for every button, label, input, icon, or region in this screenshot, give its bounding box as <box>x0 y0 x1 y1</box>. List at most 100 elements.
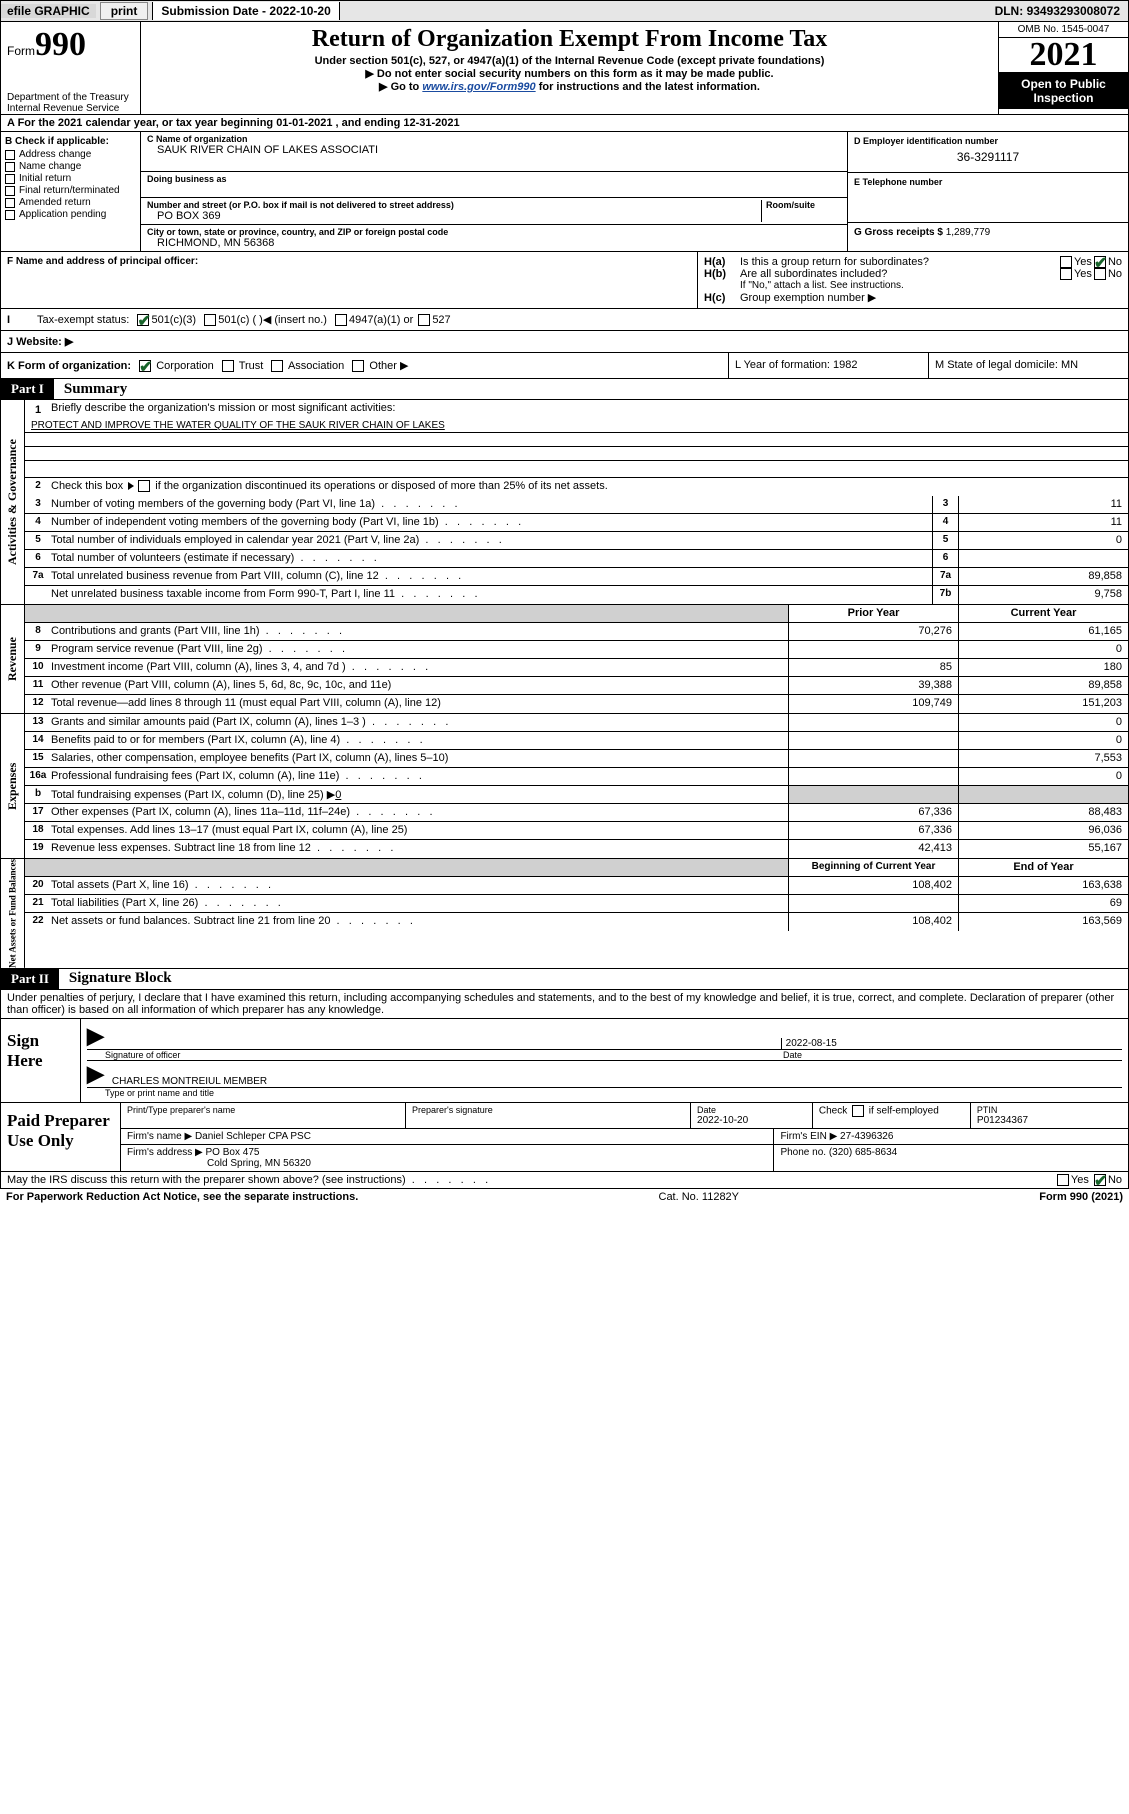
hb-yes[interactable] <box>1060 268 1072 280</box>
prep-date: 2022-10-20 <box>697 1115 806 1126</box>
room-label: Room/suite <box>766 200 841 210</box>
chk-address-change[interactable]: Address change <box>5 149 136 160</box>
may-irs-yes[interactable] <box>1057 1174 1069 1186</box>
section-revenue: Revenue Prior Year Current Year 8Contrib… <box>0 605 1129 714</box>
line-15: Salaries, other compensation, employee b… <box>51 750 788 767</box>
side-tab-net-assets: Net Assets or Fund Balances <box>1 859 25 968</box>
ha-yes[interactable] <box>1060 256 1072 268</box>
side-tab-governance: Activities & Governance <box>1 400 25 604</box>
col-d-ein-phone: D Employer identification number 36-3291… <box>848 132 1128 251</box>
ha-no[interactable] <box>1094 256 1106 268</box>
c22: 163,569 <box>958 913 1128 931</box>
p14 <box>788 732 958 749</box>
p12: 109,749 <box>788 695 958 713</box>
side-tab-revenue: Revenue <box>1 605 25 713</box>
chk-4947[interactable] <box>335 314 347 326</box>
p15 <box>788 750 958 767</box>
line-9: Program service revenue (Part VIII, line… <box>51 641 788 658</box>
instructions-link[interactable]: www.irs.gov/Form990 <box>422 81 535 93</box>
line-5: Total number of individuals employed in … <box>51 532 932 549</box>
c10: 180 <box>958 659 1128 676</box>
p9 <box>788 641 958 658</box>
sig-date-label: Date <box>783 1050 1122 1060</box>
c16a: 0 <box>958 768 1128 785</box>
c15: 7,553 <box>958 750 1128 767</box>
begin-year-header: Beginning of Current Year <box>788 859 958 876</box>
form-number: Form990 <box>7 26 134 64</box>
print-button[interactable]: print <box>100 2 149 20</box>
c19: 55,167 <box>958 840 1128 858</box>
c18: 96,036 <box>958 822 1128 839</box>
submission-date: Submission Date - 2022-10-20 <box>152 2 339 20</box>
sig-date: 2022-08-15 <box>781 1038 1122 1049</box>
col-c-org-info: C Name of organization SAUK RIVER CHAIN … <box>141 132 848 251</box>
col-f-officer: F Name and address of principal officer: <box>1 252 698 308</box>
chk-527[interactable] <box>418 314 430 326</box>
val-5: 0 <box>958 532 1128 549</box>
officer-name: CHARLES MONTREIUL MEMBER <box>108 1076 1122 1087</box>
sig-officer-label: Signature of officer <box>105 1050 783 1060</box>
col-c-d-wrapper: C Name of organization SAUK RIVER CHAIN … <box>141 132 1128 251</box>
mission-text: PROTECT AND IMPROVE THE WATER QUALITY OF… <box>31 420 445 431</box>
footer-right: Form 990 (2021) <box>1039 1191 1123 1203</box>
c13: 0 <box>958 714 1128 731</box>
line-3: Number of voting members of the governin… <box>51 496 932 513</box>
chk-trust[interactable] <box>222 360 234 372</box>
line-1-label: Briefly describe the organization's miss… <box>51 402 395 418</box>
val-3: 11 <box>958 496 1128 513</box>
efile-label: efile GRAPHIC <box>1 4 96 18</box>
line-6: Total number of volunteers (estimate if … <box>51 550 932 567</box>
may-irs-no[interactable] <box>1094 1174 1106 1186</box>
prior-year-header: Prior Year <box>788 605 958 622</box>
c17: 88,483 <box>958 804 1128 821</box>
firm-ein: 27-4396326 <box>840 1131 893 1142</box>
firm-addr1: PO Box 475 <box>206 1147 260 1158</box>
dba-label: Doing business as <box>147 174 841 184</box>
chk-self-employed[interactable] <box>852 1105 864 1117</box>
chk-501c3[interactable] <box>137 314 149 326</box>
p21 <box>788 895 958 912</box>
firm-name: Daniel Schleper CPA PSC <box>195 1131 311 1142</box>
irs-label: Internal Revenue Service <box>7 103 134 114</box>
chk-final-return[interactable]: Final return/terminated <box>5 185 136 196</box>
col-b-checkboxes: B Check if applicable: Address change Na… <box>1 132 141 251</box>
line-11: Other revenue (Part VIII, column (A), li… <box>51 677 788 694</box>
hb-no[interactable] <box>1094 268 1106 280</box>
chk-association[interactable] <box>271 360 283 372</box>
org-name-label: C Name of organization <box>147 134 841 144</box>
firm-addr2: Cold Spring, MN 56320 <box>127 1158 311 1169</box>
chk-initial-return[interactable]: Initial return <box>5 173 136 184</box>
chk-name-change[interactable]: Name change <box>5 161 136 172</box>
page-footer: For Paperwork Reduction Act Notice, see … <box>0 1189 1129 1205</box>
section-expenses: Expenses 13Grants and similar amounts pa… <box>0 714 1129 859</box>
p22: 108,402 <box>788 913 958 931</box>
line-20: Total assets (Part X, line 16) <box>51 877 788 894</box>
ein-label: D Employer identification number <box>854 136 1122 146</box>
part-1-title: Summary <box>54 381 127 398</box>
p13 <box>788 714 958 731</box>
form-subtitle-3: ▶ Go to www.irs.gov/Form990 for instruct… <box>149 80 990 93</box>
state-domicile: M State of legal domicile: MN <box>928 353 1128 378</box>
chk-line2[interactable] <box>138 480 150 492</box>
c20: 163,638 <box>958 877 1128 894</box>
line-16a: Professional fundraising fees (Part IX, … <box>51 768 788 785</box>
part-2-num: Part II <box>1 969 59 989</box>
chk-application-pending[interactable]: Application pending <box>5 209 136 220</box>
city-label: City or town, state or province, country… <box>147 227 841 237</box>
city-value: RICHMOND, MN 56368 <box>147 237 841 249</box>
line-8: Contributions and grants (Part VIII, lin… <box>51 623 788 640</box>
footer-mid: Cat. No. 11282Y <box>358 1191 1039 1203</box>
form-subtitle-2: ▶ Do not enter social security numbers o… <box>149 67 990 80</box>
addr-label: Number and street (or P.O. box if mail i… <box>147 200 761 210</box>
phone-label: E Telephone number <box>854 177 1122 187</box>
chk-corporation[interactable] <box>139 360 151 372</box>
row-f-h: F Name and address of principal officer:… <box>0 252 1129 309</box>
chk-other[interactable] <box>352 360 364 372</box>
chk-501c[interactable] <box>204 314 216 326</box>
section-b-c-d: B Check if applicable: Address change Na… <box>0 132 1129 252</box>
val-7b: 9,758 <box>958 586 1128 604</box>
chk-amended-return[interactable]: Amended return <box>5 197 136 208</box>
sign-here-block: Sign Here ▶ 2022-08-15 Signature of offi… <box>0 1019 1129 1103</box>
dln: DLN: 93493293008072 <box>987 2 1128 20</box>
top-bar: efile GRAPHIC print Submission Date - 20… <box>0 0 1129 22</box>
